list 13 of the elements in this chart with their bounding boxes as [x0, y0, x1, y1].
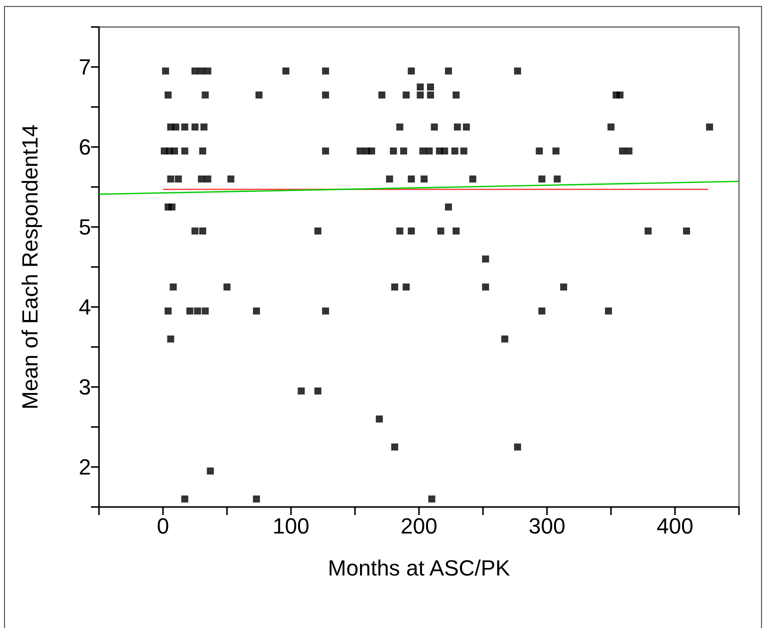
x-tick-label: 0: [156, 514, 170, 538]
y-tick-label: 6: [78, 134, 91, 160]
y-tick-label: 4: [78, 294, 91, 320]
x-tick-label: 200: [400, 514, 438, 538]
y-tick-label: 3: [78, 374, 91, 400]
x-tick-label: 400: [656, 514, 694, 538]
y-axis-title: Mean of Each Respondent14: [18, 124, 42, 410]
y-tick-label: 2: [78, 454, 91, 480]
x-axis-title: Months at ASC/PK: [328, 556, 510, 580]
x-tick-label: 300: [528, 514, 566, 538]
x-tick-label: 100: [272, 514, 310, 538]
y-tick-label: 5: [78, 214, 91, 240]
y-tick-label: 7: [78, 54, 91, 80]
